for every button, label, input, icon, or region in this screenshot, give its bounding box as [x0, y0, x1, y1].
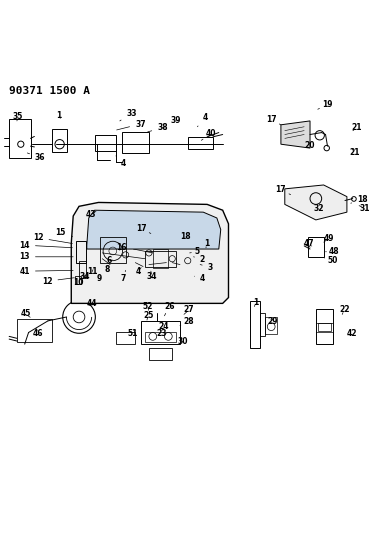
Text: 13: 13: [20, 252, 73, 261]
Bar: [95, 135, 116, 151]
Text: 47: 47: [304, 239, 315, 248]
Text: 34: 34: [80, 272, 90, 281]
Text: 18: 18: [351, 195, 368, 204]
Text: 5: 5: [190, 247, 199, 256]
Text: 30: 30: [178, 336, 188, 345]
Text: 51: 51: [127, 329, 138, 338]
Bar: [188, 137, 213, 149]
Text: 1: 1: [253, 298, 258, 306]
Bar: [149, 348, 172, 360]
Polygon shape: [281, 121, 310, 148]
Text: 17: 17: [136, 224, 151, 233]
Text: 28: 28: [180, 317, 194, 326]
Text: 32: 32: [314, 204, 324, 213]
Text: 45: 45: [20, 309, 30, 318]
Text: 25: 25: [143, 311, 153, 320]
Text: 48: 48: [326, 247, 340, 256]
Text: 49: 49: [323, 233, 334, 243]
Bar: [141, 321, 180, 344]
Text: 44: 44: [86, 299, 97, 308]
Bar: [9, 119, 30, 158]
Bar: [116, 333, 135, 344]
Bar: [316, 309, 333, 344]
Text: 35: 35: [13, 112, 23, 121]
Text: 52: 52: [143, 302, 153, 311]
Text: 2: 2: [194, 255, 205, 264]
Text: 17: 17: [276, 185, 291, 195]
Text: 29: 29: [267, 317, 278, 326]
Text: 11: 11: [87, 267, 97, 276]
Polygon shape: [87, 210, 221, 249]
Text: 9: 9: [97, 274, 102, 284]
Text: 14: 14: [20, 240, 72, 249]
Text: 10: 10: [73, 278, 84, 287]
Bar: [260, 313, 265, 336]
Text: 26: 26: [164, 302, 175, 316]
Text: 19: 19: [318, 100, 333, 109]
Text: 27: 27: [184, 305, 194, 314]
Text: 4: 4: [197, 112, 208, 127]
Text: 15: 15: [56, 228, 72, 237]
Text: 17: 17: [266, 115, 281, 125]
Text: 90371 1500 A: 90371 1500 A: [9, 86, 90, 96]
Text: 1: 1: [56, 111, 61, 120]
Bar: [79, 261, 86, 278]
Bar: [76, 241, 86, 263]
Text: 46: 46: [33, 329, 43, 338]
Text: 18: 18: [180, 232, 190, 241]
Bar: [145, 333, 176, 342]
Text: 7: 7: [120, 270, 126, 284]
Text: 20: 20: [304, 141, 314, 150]
Text: 8: 8: [105, 265, 110, 274]
Text: 34: 34: [147, 271, 157, 281]
Text: 4: 4: [194, 274, 205, 284]
Text: 39: 39: [163, 116, 181, 127]
Text: 31: 31: [359, 204, 369, 213]
Polygon shape: [71, 203, 228, 303]
Text: 16: 16: [116, 244, 126, 252]
Bar: [318, 323, 332, 330]
Text: 12: 12: [33, 233, 72, 244]
Text: 33: 33: [120, 109, 137, 121]
Polygon shape: [285, 185, 347, 220]
Bar: [308, 237, 324, 257]
Text: 43: 43: [85, 209, 96, 219]
Bar: [153, 249, 168, 269]
Text: 6: 6: [107, 256, 112, 265]
Text: 3: 3: [200, 263, 213, 272]
Text: 36: 36: [27, 153, 45, 162]
Text: 23: 23: [156, 329, 167, 338]
Bar: [17, 319, 52, 342]
Text: 22: 22: [339, 305, 350, 314]
Bar: [122, 132, 149, 153]
Text: 21: 21: [350, 148, 360, 157]
Text: 21: 21: [352, 123, 362, 132]
Text: 4: 4: [135, 267, 141, 276]
Text: 4: 4: [116, 156, 126, 168]
Text: 40: 40: [201, 129, 216, 140]
Text: 38: 38: [148, 124, 168, 132]
Text: 37: 37: [117, 119, 146, 130]
Text: 42: 42: [347, 329, 357, 338]
Bar: [75, 276, 81, 284]
Text: 12: 12: [42, 277, 74, 286]
Text: 41: 41: [20, 266, 73, 276]
Text: 24: 24: [158, 322, 169, 331]
Bar: [265, 317, 277, 334]
Bar: [250, 302, 260, 348]
Bar: [52, 128, 67, 152]
Text: 50: 50: [325, 256, 338, 265]
Bar: [145, 251, 176, 266]
Bar: [100, 237, 126, 263]
Text: 1: 1: [204, 239, 209, 248]
